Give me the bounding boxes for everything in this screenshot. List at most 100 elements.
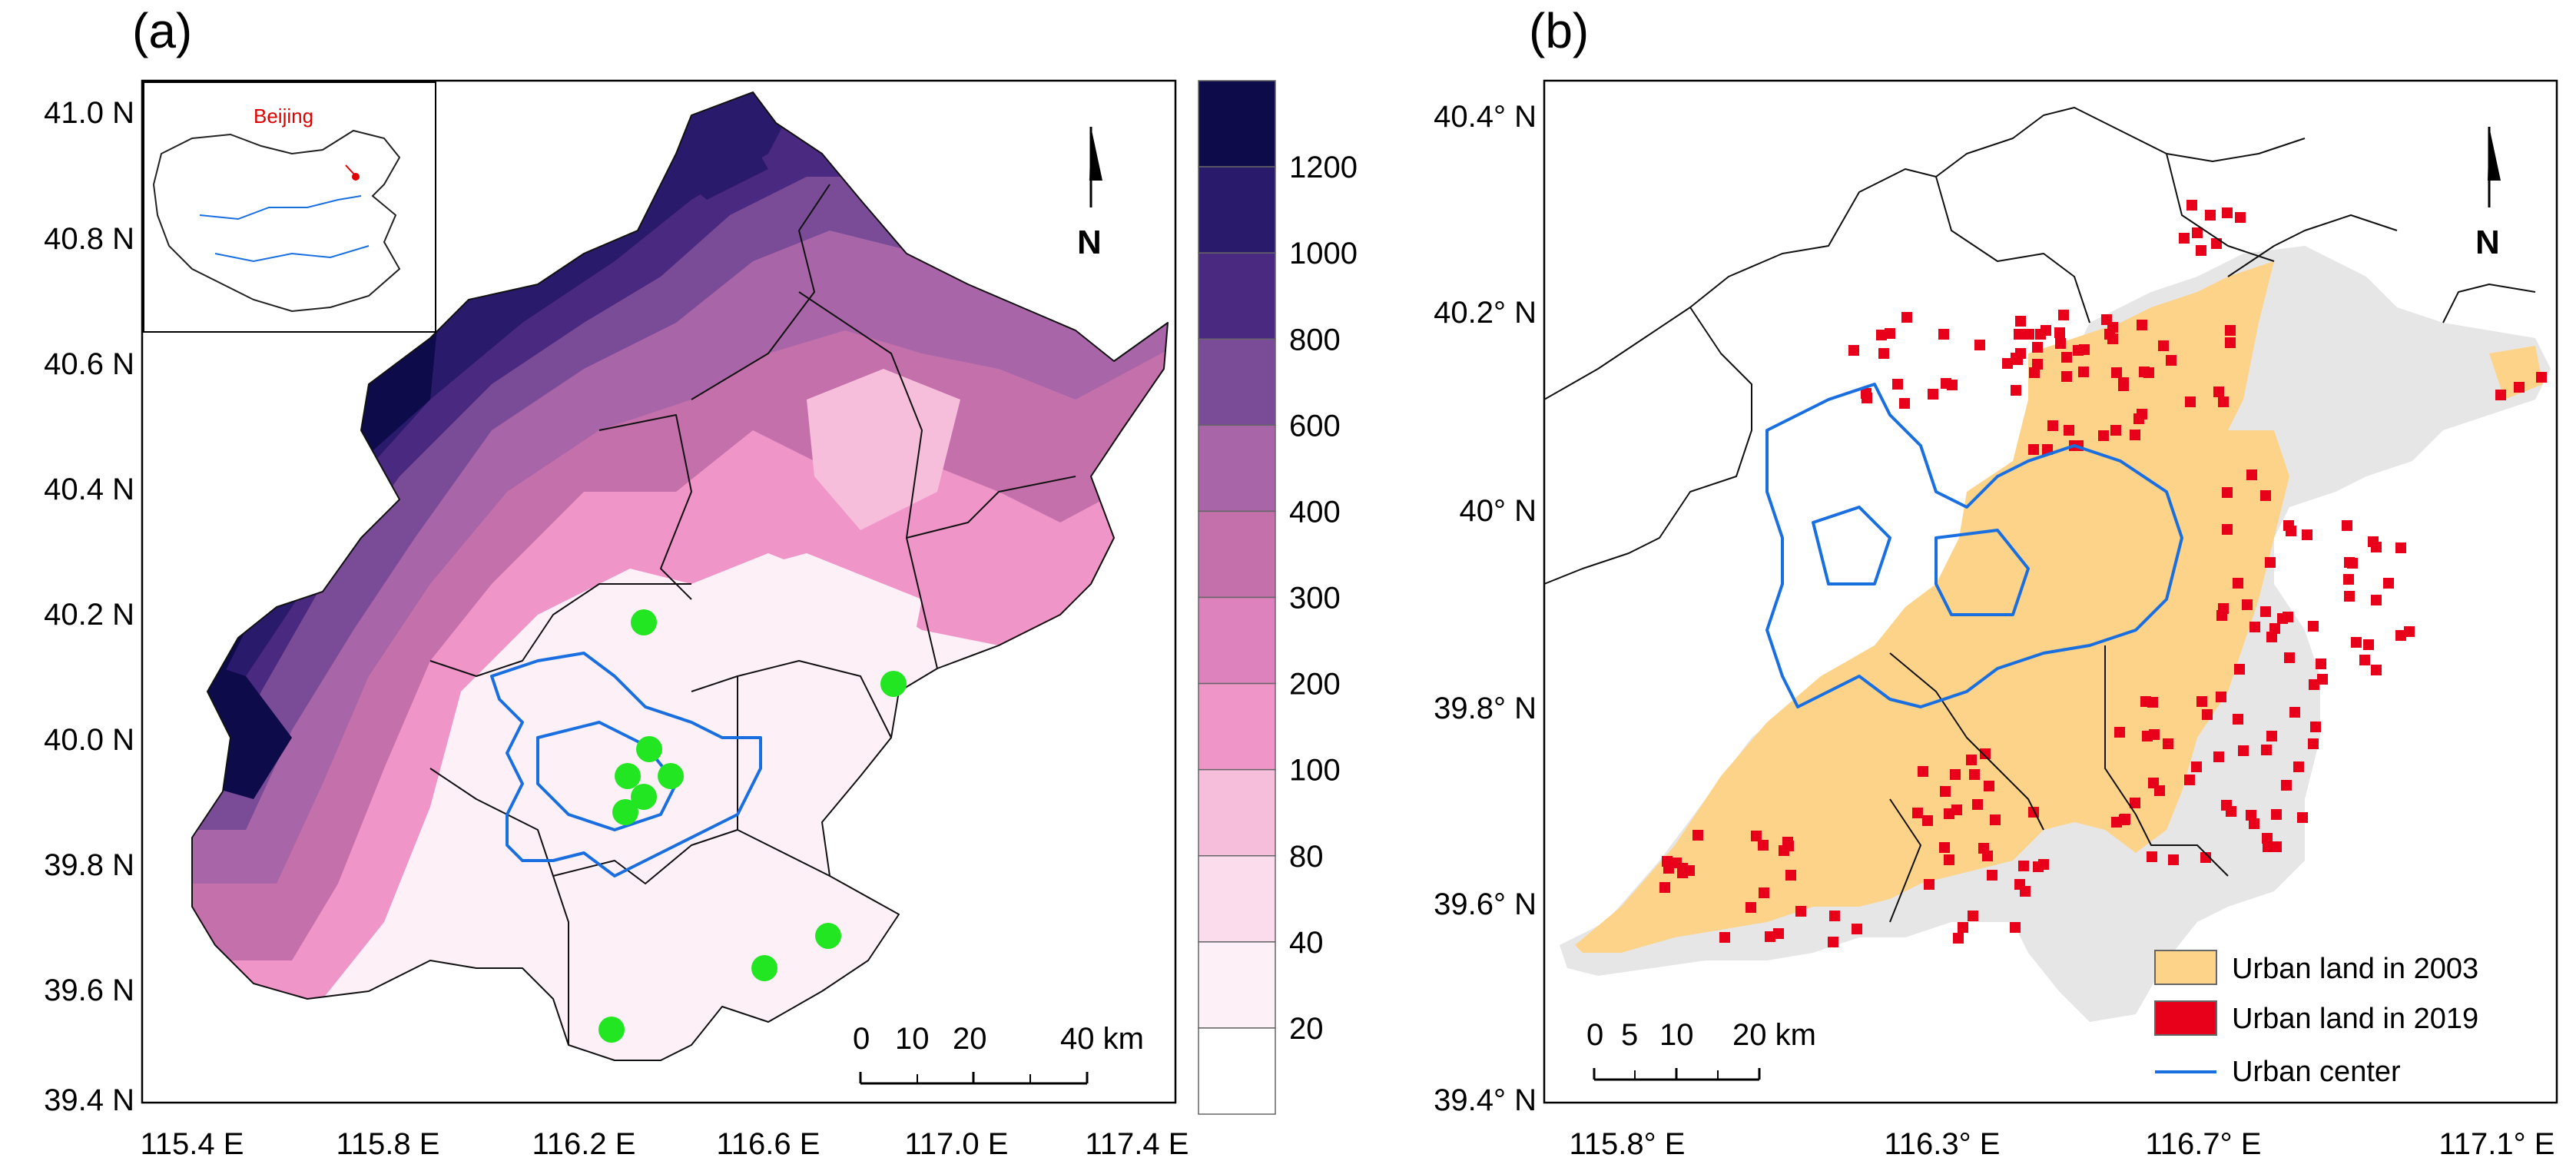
colorbar-swatch bbox=[1198, 682, 1276, 771]
legend-label: Urban land in 2003 bbox=[2232, 953, 2478, 985]
urban-2019-patch bbox=[2249, 622, 2260, 632]
x-tick-label: 116.3° E bbox=[1885, 1127, 2001, 1161]
urban-2019-patch bbox=[2395, 542, 2406, 553]
urban-2019-patch bbox=[2271, 841, 2282, 852]
urban-2019-patch bbox=[2246, 810, 2256, 821]
urban-2019-patch bbox=[2137, 409, 2147, 420]
station-marker bbox=[631, 784, 657, 810]
colorbar-swatch bbox=[1198, 941, 1276, 1029]
urban-2019-patch bbox=[1759, 887, 1769, 898]
urban-2019-patch bbox=[1829, 911, 1840, 921]
urban-2019-patch bbox=[2118, 380, 2129, 391]
district-line bbox=[2166, 153, 2275, 262]
scale-label: 10 bbox=[1659, 1018, 1694, 1052]
urban-2019-patch bbox=[2186, 200, 2197, 211]
scale-bar-b: 0 5 10 20 km bbox=[1586, 1018, 1816, 1081]
urban-2019-patch bbox=[1848, 345, 1859, 356]
colorbar-label: 100 bbox=[1289, 754, 1341, 788]
scale-label: 0 bbox=[853, 1022, 870, 1056]
urban-2019-patch bbox=[2261, 745, 2272, 755]
urban-2019-patch bbox=[2054, 327, 2065, 338]
urban-2019-patch bbox=[2028, 444, 2039, 455]
urban-2019-patch bbox=[2222, 524, 2233, 535]
urban-2019-patch bbox=[2110, 425, 2121, 436]
urban-2019-patch bbox=[1978, 843, 1989, 854]
urban-2019-patch bbox=[2163, 738, 2173, 749]
beijing-boundary bbox=[191, 91, 1169, 1061]
station-marker bbox=[815, 923, 841, 949]
urban-2019-patch bbox=[1958, 922, 1968, 933]
urban-2019-patch bbox=[2047, 420, 2058, 431]
x-tick-label: 115.8 E bbox=[337, 1127, 440, 1161]
colorbar-label: 400 bbox=[1289, 495, 1341, 529]
urban-2019-patch bbox=[1692, 830, 1703, 841]
district-line bbox=[429, 583, 691, 677]
y-tick-label: 39.6 N bbox=[44, 974, 134, 1007]
urban-2019-patch bbox=[1659, 882, 1670, 893]
urban-2019-patch bbox=[2225, 337, 2236, 348]
urban-2019-patch bbox=[2242, 599, 2253, 610]
urban-core-outline bbox=[536, 721, 678, 831]
urban-2019-patch bbox=[2038, 859, 2049, 870]
x-tick-label: 117.0 E bbox=[905, 1127, 1009, 1161]
urban-2019-patch bbox=[2002, 358, 2013, 369]
urban-2019-patch bbox=[2041, 325, 2051, 336]
urban-2019-patch bbox=[2297, 812, 2308, 823]
urban-2019-patch bbox=[2351, 637, 2362, 648]
urban-2019-patch bbox=[1972, 799, 1983, 810]
colorbar-swatch bbox=[1198, 80, 1276, 168]
station-marker bbox=[612, 799, 638, 825]
urban-2019-patch bbox=[1953, 933, 1964, 944]
urban-2019-patch bbox=[2235, 212, 2246, 223]
urban-2019-patch bbox=[2277, 613, 2288, 624]
urban-2019-patch bbox=[1940, 786, 1951, 797]
x-axis-a: 115.4 E 115.8 E 116.2 E 116.6 E 117.0 E … bbox=[141, 1127, 1189, 1161]
colorbar-label: 40 bbox=[1289, 926, 1324, 960]
urban-2019-patch bbox=[1852, 924, 1862, 934]
urban-2019-patch bbox=[2213, 751, 2224, 762]
river-yellow bbox=[199, 195, 362, 221]
y-tick-label: 40.2 N bbox=[44, 598, 134, 632]
scale-bar-a: 0 10 20 40 km bbox=[853, 1022, 1144, 1085]
urban-2019-patch bbox=[1922, 815, 1933, 826]
urban-2019-patch bbox=[2202, 709, 2213, 720]
colorbar-label: 20 bbox=[1289, 1012, 1324, 1046]
urban-2019-patch bbox=[2266, 731, 2277, 741]
urban-2019-patch bbox=[1765, 931, 1775, 942]
legend-b: Urban land in 2003 Urban land in 2019 Ur… bbox=[2154, 950, 2478, 1088]
y-tick-label: 40.4° N bbox=[1434, 100, 1537, 134]
inset-arrow bbox=[345, 164, 356, 176]
urban-2019-patch bbox=[1901, 312, 1912, 323]
urban-2019-patch bbox=[2260, 606, 2271, 617]
y-tick-label: 40.8 N bbox=[44, 222, 134, 256]
urban-2019-patch bbox=[1785, 870, 1796, 881]
x-axis-b: 115.8° E 116.3° E 116.7° E 117.1° E bbox=[1570, 1127, 2555, 1161]
scale-label: 10 bbox=[895, 1022, 930, 1056]
y-tick-label: 40° N bbox=[1460, 494, 1537, 528]
colorbar-label: 800 bbox=[1289, 323, 1341, 357]
station-marker bbox=[636, 736, 662, 762]
district-line bbox=[906, 476, 1076, 539]
urban-2019-patch bbox=[1974, 340, 1985, 350]
y-tick-label: 40.2° N bbox=[1434, 296, 1537, 330]
y-tick-label: 39.6° N bbox=[1434, 887, 1537, 921]
urban-2019-patch bbox=[2166, 355, 2177, 366]
urban-2019-patch bbox=[2225, 325, 2236, 336]
urban-2019-patch bbox=[2014, 329, 2024, 340]
colorbar-swatch bbox=[1198, 1027, 1276, 1115]
urban-2019-patch bbox=[2271, 809, 2282, 820]
urban-2003-area bbox=[2489, 346, 2543, 400]
district-line bbox=[552, 829, 830, 884]
colorbar-swatch bbox=[1198, 596, 1276, 685]
urban-2019-patch bbox=[1885, 328, 1895, 339]
urban-2019-patch bbox=[2098, 430, 2109, 441]
urban-2019-patch bbox=[2233, 578, 2243, 589]
colorbar-label: 300 bbox=[1289, 582, 1341, 615]
y-tick-label: 39.4 N bbox=[44, 1083, 134, 1117]
panel-b-frame bbox=[1543, 79, 2558, 1104]
urban-2019-patch bbox=[1758, 840, 1769, 851]
urban-2019-patch bbox=[1677, 867, 1688, 878]
urban-2019-patch bbox=[2018, 861, 2029, 871]
urban-2019-patch bbox=[2216, 692, 2226, 702]
urban-2019-patch bbox=[2260, 490, 2271, 501]
